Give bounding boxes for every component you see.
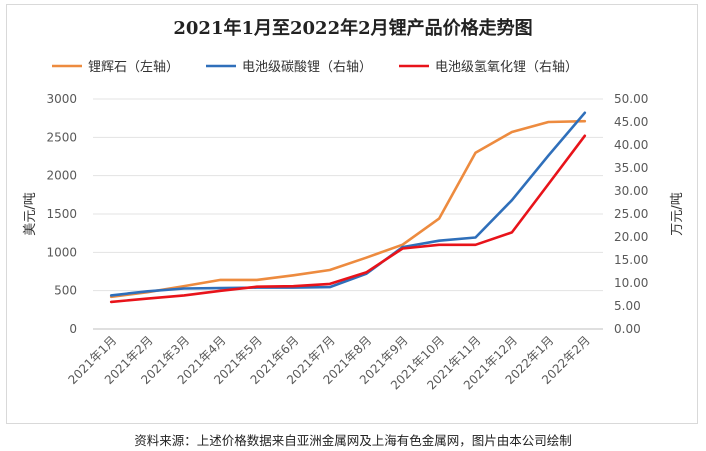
right-axis-ticks: 0.00 5.00 10.00 15.00 20.00 25.00 30.00 35.00 40… [614,92,648,336]
right-tick-label: 30.00 [614,184,648,198]
right-tick-label: 40.00 [614,138,648,152]
right-tick-label: 35.00 [614,161,648,175]
right-tick-label: 50.00 [614,92,648,106]
chart-title: 2021年1月至2022年2月锂产品价格走势图 [173,17,532,39]
source-note: 资料来源：上述价格数据来自亚洲金属网及上海有色金属网，图片由本公司绘制 [134,433,572,448]
right-tick-label: 15.00 [614,253,648,267]
left-tick-label: 0 [69,322,77,336]
left-tick-label: 3000 [46,92,77,106]
series-line [109,111,587,297]
right-tick-label: 10.00 [614,276,648,290]
left-tick-label: 500 [54,284,77,298]
legend-label: 电池级碳酸锂（右轴） [242,60,372,75]
right-tick-label: 0.00 [614,322,641,336]
legend-label: 锂辉石（左轴） [88,60,179,75]
gridlines [93,98,603,330]
line-chart: 2021年1月至2022年2月锂产品价格走势图 锂辉石（左轴） 电池级碳酸锂（右轴… [23,17,685,392]
right-axis-label: 万元/吨 [670,192,685,235]
right-tick-label: 25.00 [614,207,648,221]
series-lines [109,111,587,304]
right-tick-label: 5.00 [614,299,641,313]
left-axis-label: 美元/吨 [23,192,38,235]
legend: 锂辉石（左轴） 电池级碳酸锂（右轴） 电池级氢氧化锂（右轴） [52,60,578,75]
right-tick-label: 20.00 [614,230,648,244]
x-axis-ticks: 2021年1月2021年2月2021年3月2021年4月2021年5月2021年… [65,333,592,392]
left-tick-label: 2500 [46,130,77,144]
left-tick-label: 1500 [46,207,77,221]
left-tick-label: 1000 [46,245,77,259]
series-line [109,119,587,299]
legend-label: 电池级氢氧化锂（右轴） [435,60,578,75]
right-tick-label: 45.00 [614,115,648,129]
left-tick-label: 2000 [46,169,77,183]
series-line [109,134,587,304]
left-axis-ticks: 0 500 1000 1500 2000 2500 3000 [46,92,77,336]
